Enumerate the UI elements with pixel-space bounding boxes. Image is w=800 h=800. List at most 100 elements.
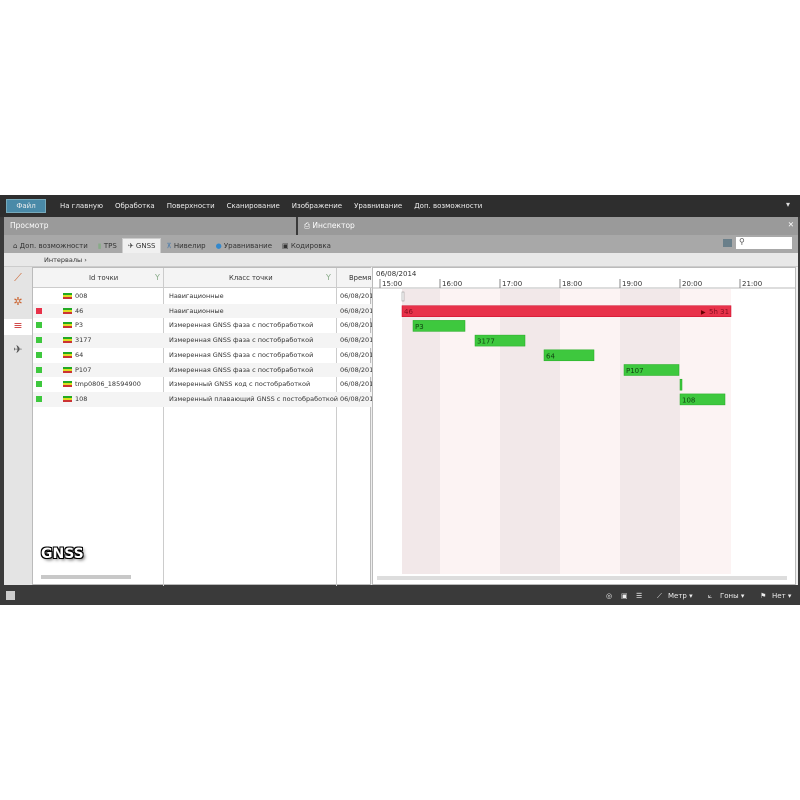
point-time: 06/08/2014 [340, 380, 372, 389]
gnss-overlay-label: GNSS [41, 546, 84, 562]
interval-bar[interactable] [412, 320, 466, 332]
column-header-class[interactable]: Класс точки [229, 274, 273, 282]
time-band [560, 289, 620, 574]
breadcrumb: Интервалы › [4, 253, 798, 267]
interval-bar[interactable] [679, 378, 683, 391]
table-row[interactable]: 46 Навигационные 06/08/2014 [33, 303, 372, 319]
table-row[interactable]: tmp0806_18594900 Измеренный GNSS код с п… [33, 377, 372, 392]
option-dropdown[interactable]: Нет ▾ [772, 592, 792, 600]
table-row[interactable]: 64 Измеренная GNSS фаза с постобработкой… [33, 348, 372, 363]
distance-icon: ⟋ [657, 592, 662, 600]
tab-tps[interactable]: ▮ TPS [93, 239, 122, 253]
rover-icon[interactable]: ✲ [13, 295, 23, 308]
interval-gantt-chart: 06/08/2014 15:00 16:00 17:00 18:00 19:00 20:00… [372, 267, 796, 585]
status-indicator [36, 351, 42, 358]
timeline-date: 06/08/2014 [376, 270, 417, 278]
chevron-down-icon[interactable]: ▾ [785, 200, 790, 209]
tick-label: 17:00 [502, 280, 522, 288]
point-class: Измеренная GNSS фаза с постобработкой [169, 321, 314, 330]
interval-marker [401, 291, 405, 302]
tool-sidebar: ⟋ ✲ ≡ ✈ [4, 267, 32, 585]
filter-icon[interactable]: Y [155, 273, 160, 282]
search-icon: ⚲ [739, 237, 745, 246]
interval-label: P107 [626, 367, 644, 375]
table-row[interactable]: P107 Измеренная GNSS фаза с постобработк… [33, 362, 372, 378]
coding-icon: ▣ [282, 242, 291, 250]
column-header-id[interactable]: Id точки [89, 274, 119, 282]
time-band [500, 289, 560, 574]
level-icon: ⊼ [166, 242, 174, 250]
status-bar: ◎ ▣ ☰ ⟋ Метр ▾ ⟀ Гоны ▾ ⚑ Нет ▾ [0, 587, 800, 605]
play-icon: ▶ [701, 309, 706, 316]
interval-bar[interactable] [623, 364, 680, 376]
tick-label: 15:00 [382, 280, 402, 288]
tab-label: TPS [103, 242, 117, 250]
points-table: Id точки Y Класс точки Y Время 008 Навиг… [32, 267, 372, 586]
menu-file[interactable]: Файл [6, 199, 46, 213]
point-class: Навигационные [169, 292, 224, 300]
angles-dropdown[interactable]: Гоны ▾ [720, 592, 745, 600]
option-value: Нет [772, 592, 786, 600]
menu-surfaces[interactable]: Поверхности [166, 202, 215, 210]
tab-extras[interactable]: ⌂ Доп. возможности [8, 239, 93, 253]
interval-label: 46 [404, 308, 413, 316]
point-id: P3 [75, 321, 84, 330]
inspect-icon[interactable]: ▣ [621, 592, 628, 600]
tab-level[interactable]: ⊼ Нивелир [161, 239, 210, 253]
point-class: Измеренный плавающий GNSS с постобработк… [169, 394, 339, 403]
column-header-time[interactable]: Время [349, 274, 372, 282]
table-row[interactable]: 008 Навигационные 06/08/2014 [33, 289, 372, 304]
menu-adjustment[interactable]: Уравнивание [354, 202, 403, 210]
satellite-data-icon[interactable]: ✈ [13, 343, 23, 356]
status-indicator [36, 337, 42, 344]
menu-processing[interactable]: Обработка [114, 202, 155, 210]
table-row[interactable]: 108 Измеренный плавающий GNSS с постобра… [33, 391, 372, 407]
interval-bar[interactable] [401, 305, 732, 317]
point-class: Измеренная GNSS фаза с постобработкой [169, 350, 314, 359]
home-icon: ⌂ [13, 242, 20, 250]
tab-gnss[interactable]: ✈ GNSS [121, 238, 162, 253]
table-row[interactable]: 3177 Измеренная GNSS фаза с постобработк… [33, 333, 372, 348]
intervals-icon[interactable]: ≡ [4, 319, 32, 335]
search-input[interactable]: ⚲ [736, 237, 792, 249]
table-header: Id точки Y Класс точки Y Время [33, 268, 372, 288]
menu-image[interactable]: Изображение [291, 202, 343, 210]
time-band [402, 289, 440, 574]
point-class: Измеренная GNSS фаза с постобработкой [169, 365, 314, 374]
tick-label: 20:00 [682, 280, 702, 288]
units-dropdown[interactable]: Метр ▾ [668, 592, 693, 600]
point-time: 06/08/2014 [340, 336, 372, 345]
table-row[interactable]: P3 Измеренная GNSS фаза с постобработкой… [33, 318, 372, 333]
option-icon: ⚑ [760, 592, 767, 600]
filter-icon[interactable]: Y [326, 273, 331, 282]
inspector-title[interactable]: Инспектор [312, 221, 355, 230]
point-time: 06/08/2014 [340, 321, 372, 330]
close-icon[interactable]: ✕ [787, 220, 794, 229]
point-class: Навигационные [169, 306, 224, 315]
point-id: 46 [75, 306, 84, 315]
interval-bar[interactable] [474, 334, 526, 347]
layout-icon[interactable] [723, 239, 732, 247]
breadcrumb-intervals[interactable]: Интервалы [44, 256, 83, 264]
horizontal-scrollbar[interactable] [41, 575, 131, 579]
menu-extras[interactable]: Доп. возможности [414, 202, 483, 210]
point-type-icon [63, 351, 72, 358]
snap-icon[interactable]: ◎ [606, 592, 613, 600]
point-time: 06/08/2014 [340, 292, 372, 300]
time-band [620, 289, 680, 574]
gantt-horizontal-scrollbar[interactable] [377, 576, 787, 580]
menu-scanning[interactable]: Сканирование [226, 202, 280, 210]
antenna-icon[interactable]: ⟋ [14, 271, 22, 284]
interval-label: 3177 [477, 338, 495, 346]
interval-label: 108 [682, 396, 695, 404]
point-type-icon [63, 381, 72, 388]
table-icon[interactable]: ☰ [636, 592, 643, 600]
menu-home[interactable]: На главную [60, 202, 103, 210]
interval-bar[interactable] [543, 349, 595, 362]
tab-coding[interactable]: ▣ Кодировка [277, 239, 336, 253]
application-window: Файл На главную Обработка Поверхности Ск… [0, 195, 800, 605]
tab-adjustment[interactable]: ● Уравнивание [211, 239, 277, 253]
interval-bar[interactable] [679, 393, 726, 406]
tab-label: GNSS [135, 242, 156, 250]
edit-icon[interactable] [6, 591, 15, 600]
